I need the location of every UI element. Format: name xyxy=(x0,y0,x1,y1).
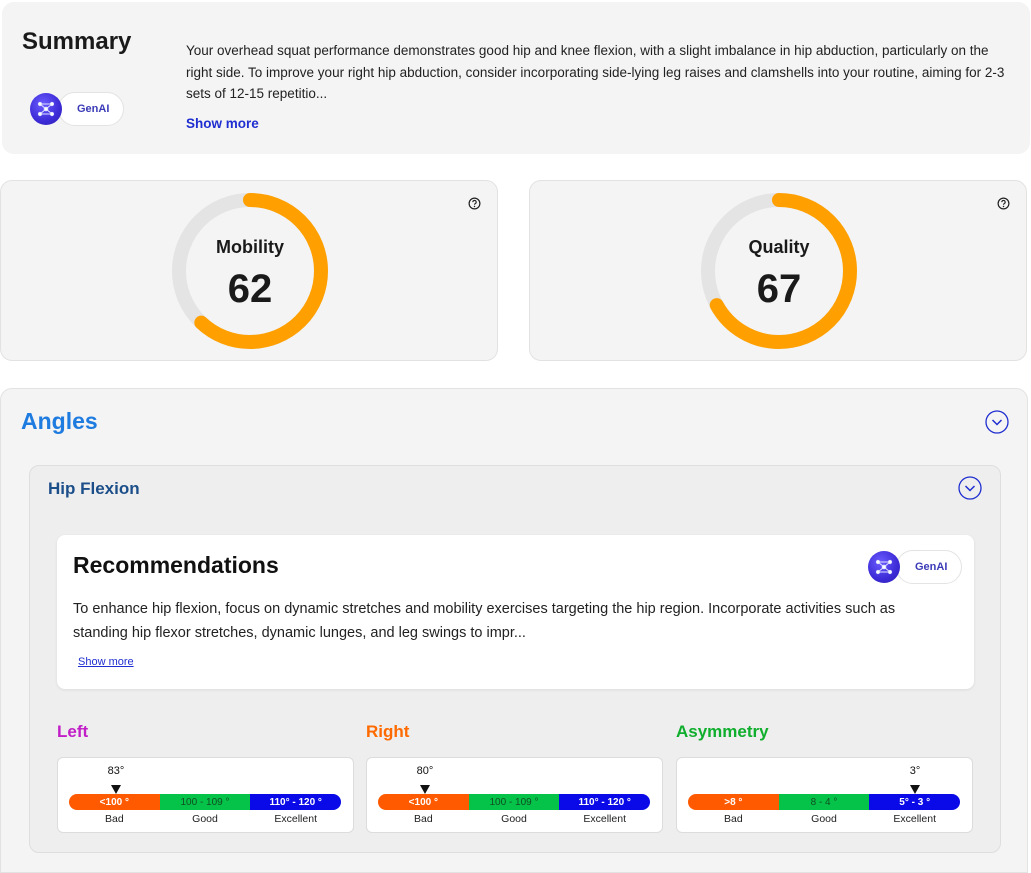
summary-title: Summary xyxy=(22,28,132,55)
left-segment-excellent: 110° - 120 ° xyxy=(250,794,341,810)
quality-ring-fill xyxy=(701,193,857,349)
left-gauge: 83° <100 ° 100 - 109 ° 110° - 120 ° Bad … xyxy=(57,757,354,833)
mobility-ring xyxy=(172,193,328,349)
left-segment-good: 100 - 109 ° xyxy=(159,794,251,810)
asymmetry-segment-excellent: 5° - 3 ° xyxy=(869,794,960,810)
asymmetry-segment-good: 8 - 4 ° xyxy=(778,794,870,810)
right-value: 80° xyxy=(416,765,434,777)
recommendations-title: Recommendations xyxy=(73,552,279,578)
quality-label: Quality xyxy=(748,237,810,257)
asymmetry-label-bad: Bad xyxy=(723,813,743,825)
angles-title: Angles xyxy=(21,408,98,434)
mobility-card: Mobility 62 xyxy=(0,180,498,361)
left-label-good: Good xyxy=(192,813,218,825)
hip-flexion-collapse-chevron-icon[interactable] xyxy=(958,476,982,500)
asymmetry-value: 3° xyxy=(909,765,921,777)
mobility-label: Mobility xyxy=(216,237,284,257)
question-circle-icon[interactable] xyxy=(468,197,481,210)
left-range-bar: <100 ° 100 - 109 ° 110° - 120 ° xyxy=(69,794,341,810)
quality-card: Quality 67 xyxy=(529,180,1027,361)
mobility-value: 62 xyxy=(227,267,273,311)
left-range-labels: Bad Good Excellent xyxy=(69,813,341,825)
asymmetry-range-labels: Bad Good Excellent xyxy=(688,813,960,825)
left-value: 83° xyxy=(107,765,125,777)
hip-flexion-title: Hip Flexion xyxy=(48,479,140,498)
genai-badge[interactable]: GenAI xyxy=(30,92,125,126)
asymmetry-label-excellent: Excellent xyxy=(893,813,936,825)
hip-flexion-panel: Hip Flexion Recommendations GenAI To enh… xyxy=(29,465,1001,853)
question-circle-icon[interactable] xyxy=(997,197,1010,210)
left-label-bad: Bad xyxy=(104,813,124,825)
genai-network-icon xyxy=(868,551,900,583)
quality-value: 67 xyxy=(756,267,802,311)
right-label-good: Good xyxy=(501,813,527,825)
right-segment-bad: <100 ° xyxy=(378,794,469,810)
recommendations-text: To enhance hip flexion, focus on dynamic… xyxy=(73,601,896,641)
asymmetry-marker-arrow xyxy=(910,785,920,794)
recommendations-card: Recommendations GenAI To enhance hip fle… xyxy=(57,535,974,689)
summary-text: Your overhead squat performance demonstr… xyxy=(186,43,1005,101)
left-marker-arrow xyxy=(111,785,121,794)
right-gauge: 80° <100 ° 100 - 109 ° 110° - 120 ° Bad … xyxy=(366,757,663,833)
mobility-ring-fill xyxy=(172,193,328,349)
recommendations-show-more-link[interactable]: Show more xyxy=(78,656,134,668)
genai-network-icon xyxy=(30,93,62,125)
right-label-bad: Bad xyxy=(413,813,433,825)
asymmetry-segment-bad: >8 ° xyxy=(688,794,779,810)
right-label-excellent: Excellent xyxy=(583,813,626,825)
right-range-bar: <100 ° 100 - 109 ° 110° - 120 ° xyxy=(378,794,650,810)
asymmetry-range-bar: >8 ° 8 - 4 ° 5° - 3 ° xyxy=(688,794,960,810)
genai-label: GenAI xyxy=(896,550,963,584)
genai-label: GenAI xyxy=(58,92,125,126)
angles-collapse-chevron-icon[interactable] xyxy=(985,410,1009,434)
left-label-excellent: Excellent xyxy=(274,813,317,825)
right-heading: Right xyxy=(366,722,410,741)
summary-show-more-link[interactable]: Show more xyxy=(186,116,259,131)
right-marker-arrow xyxy=(420,785,430,794)
asymmetry-heading: Asymmetry xyxy=(676,722,769,741)
asymmetry-label-good: Good xyxy=(811,813,837,825)
left-segment-bad: <100 ° xyxy=(69,794,160,810)
asymmetry-gauge: 3° >8 ° 8 - 4 ° 5° - 3 ° Bad Good Excell… xyxy=(676,757,973,833)
right-segment-good: 100 - 109 ° xyxy=(468,794,560,810)
quality-ring xyxy=(701,193,857,349)
genai-badge[interactable]: GenAI xyxy=(868,550,963,584)
summary-card: Summary GenAI Your overhead squat perfor… xyxy=(2,2,1030,154)
angles-section: Angles Hip Flexion Recommendations GenAI… xyxy=(0,388,1028,873)
right-segment-excellent: 110° - 120 ° xyxy=(559,794,650,810)
right-range-labels: Bad Good Excellent xyxy=(378,813,650,825)
left-heading: Left xyxy=(57,722,89,741)
